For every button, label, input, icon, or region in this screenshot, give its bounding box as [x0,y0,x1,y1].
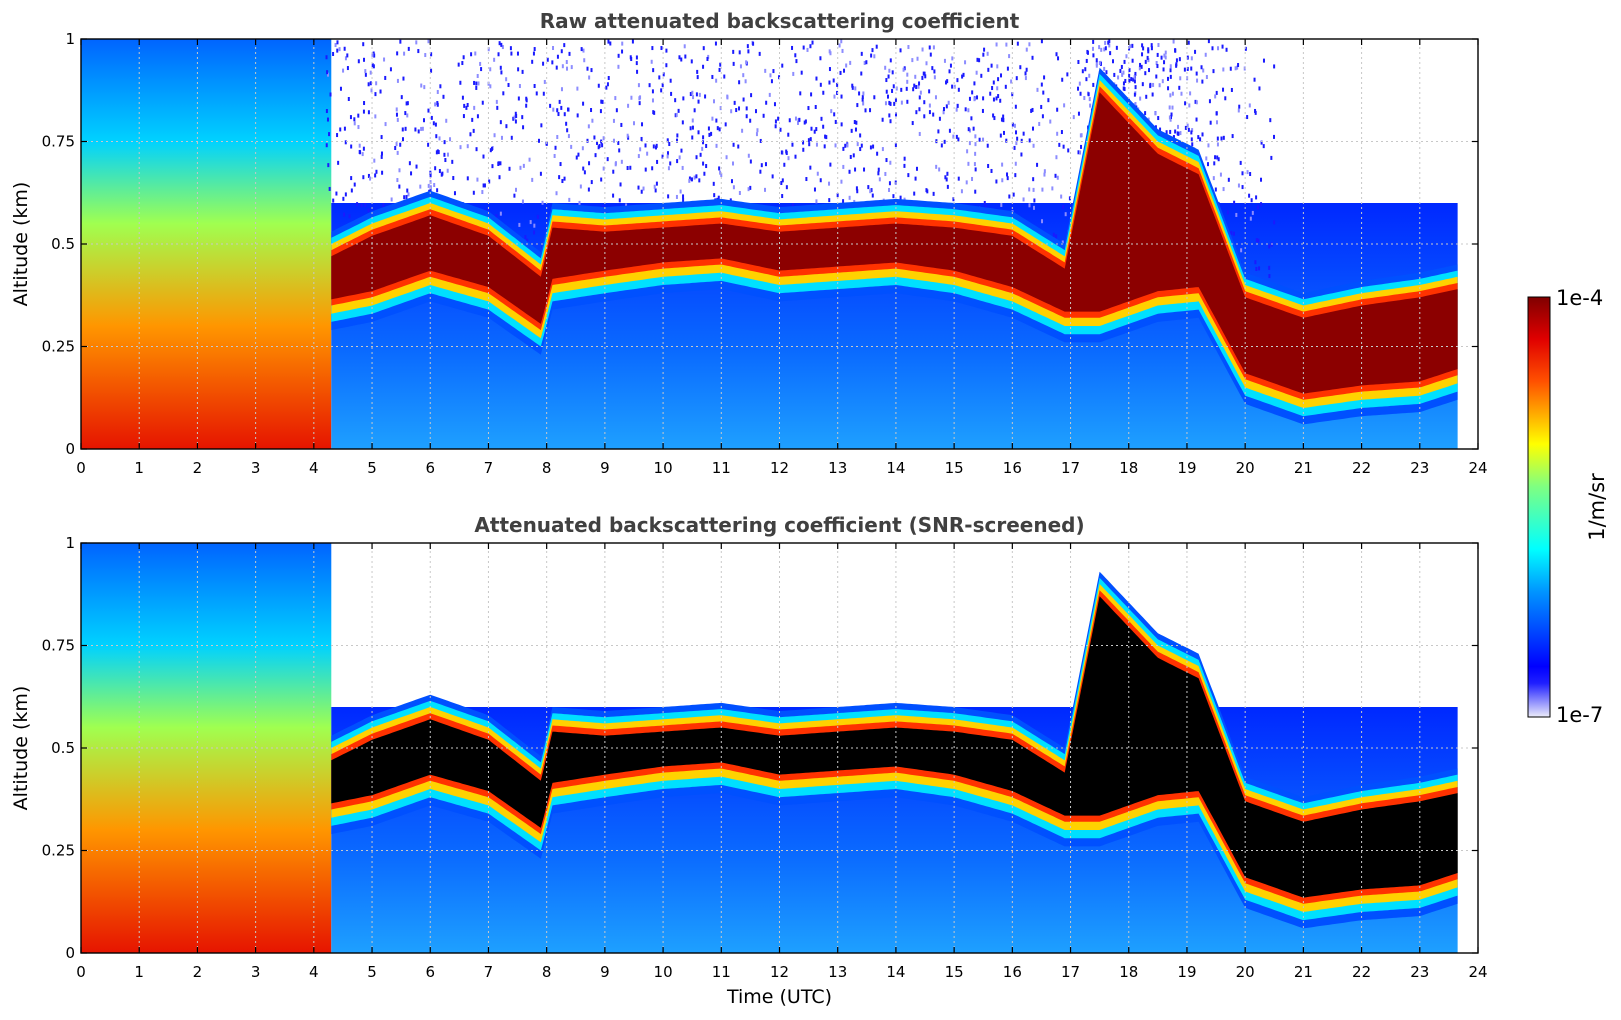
noise-speckle [325,39,1276,292]
x-tick-label: 22 [1352,459,1371,477]
screened-gridlines [81,543,1478,953]
x-tick-label: 9 [600,963,610,981]
x-tick-label: 17 [1061,963,1080,981]
x-tick-label: 17 [1061,459,1080,477]
x-tick-label: 14 [886,963,905,981]
screened-backscatter-panel: Attenuated backscattering coefficient (S… [10,513,1488,1008]
cloud-band-4 [331,92,1458,394]
screened-y-ticks: 0 0.25 0.5 0.75 1 [42,534,1478,962]
screened-y-axis-label: Altitude (km) [10,686,32,811]
x-tick-label: 21 [1294,963,1313,981]
screened-heatmap [81,543,1458,953]
x-tick-label: 4 [309,459,319,477]
raw-backscatter-panel: Raw attenuated backscattering coefficien… [10,9,1488,477]
x-tick-label: 1 [134,459,144,477]
x-tick-label: 16 [1003,459,1022,477]
x-tick-label: 10 [654,963,673,981]
x-tick-label: 13 [828,459,847,477]
colorbar-gradient [1527,296,1551,718]
y-tick-label: 1 [65,30,75,48]
y-tick-label: 0.75 [42,637,75,655]
x-tick-label: 0 [76,459,86,477]
x-tick-label: 23 [1410,459,1429,477]
x-tick-label: 5 [367,963,377,981]
x-tick-label: 22 [1352,963,1371,981]
x-tick-label: 19 [1177,963,1196,981]
x-tick-label: 15 [945,963,964,981]
raw-y-axis-label: Altitude (km) [10,182,32,307]
raw-gridlines [81,39,1478,449]
x-tick-label: 1 [134,963,144,981]
colorbar-unit-label: 1/m/sr [1585,473,1609,541]
cloud-band-4 [331,596,1458,898]
x-tick-label: 4 [309,963,319,981]
x-tick-label: 3 [251,459,261,477]
x-tick-label: 8 [542,963,552,981]
x-tick-label: 18 [1119,963,1138,981]
x-tick-label: 3 [251,963,261,981]
x-tick-label: 20 [1236,459,1255,477]
x-tick-label: 8 [542,459,552,477]
y-tick-label: 0.5 [51,739,75,757]
screened-panel-title: Attenuated backscattering coefficient (S… [474,513,1084,537]
x-axis-label: Time (UTC) [726,986,832,1008]
colorbar: 1e-4 1e-7 1/m/sr [1527,286,1609,727]
x-tick-label: 11 [712,459,731,477]
raw-x-ticks: 0 1 2 3 4 5 6 7 8 9 10 11 12 13 14 15 16 17 18 19 20 21 22 23 24 [76,39,1488,477]
x-tick-label: 10 [654,459,673,477]
x-tick-label: 20 [1236,963,1255,981]
x-tick-label: 11 [712,963,731,981]
x-tick-label: 21 [1294,459,1313,477]
x-tick-label: 2 [193,963,203,981]
x-tick-label: 12 [770,963,789,981]
x-tick-label: 2 [193,459,203,477]
y-tick-label: 0 [65,944,75,962]
x-tick-label: 18 [1119,459,1138,477]
colorbar-max-label: 1e-4 [1556,286,1603,310]
x-tick-label: 14 [886,459,905,477]
y-tick-label: 0.5 [51,235,75,253]
x-tick-label: 6 [425,963,435,981]
y-tick-label: 1 [65,534,75,552]
x-tick-label: 16 [1003,963,1022,981]
raw-panel-title: Raw attenuated backscattering coefficien… [540,9,1020,33]
raw-heatmap [81,39,1458,449]
y-tick-label: 0.75 [42,133,75,151]
screened-x-ticks: 0 1 2 3 4 5 6 7 8 9 10 11 12 13 14 15 16 17 18 19 20 21 22 23 24 [76,543,1488,981]
x-tick-label: 24 [1468,459,1487,477]
x-tick-label: 15 [945,459,964,477]
y-tick-label: 0.25 [42,338,75,356]
x-tick-label: 12 [770,459,789,477]
x-tick-label: 13 [828,963,847,981]
x-tick-label: 9 [600,459,610,477]
raw-y-ticks: 0 0.25 0.5 0.75 1 [42,30,1478,458]
y-tick-label: 0.25 [42,842,75,860]
x-tick-label: 6 [425,459,435,477]
x-tick-label: 7 [484,963,494,981]
x-tick-label: 7 [484,459,494,477]
x-tick-label: 5 [367,459,377,477]
colorbar-min-label: 1e-7 [1556,703,1603,727]
x-tick-label: 23 [1410,963,1429,981]
y-tick-label: 0 [65,440,75,458]
x-tick-label: 24 [1468,963,1487,981]
x-tick-label: 0 [76,963,86,981]
x-tick-label: 19 [1177,459,1196,477]
